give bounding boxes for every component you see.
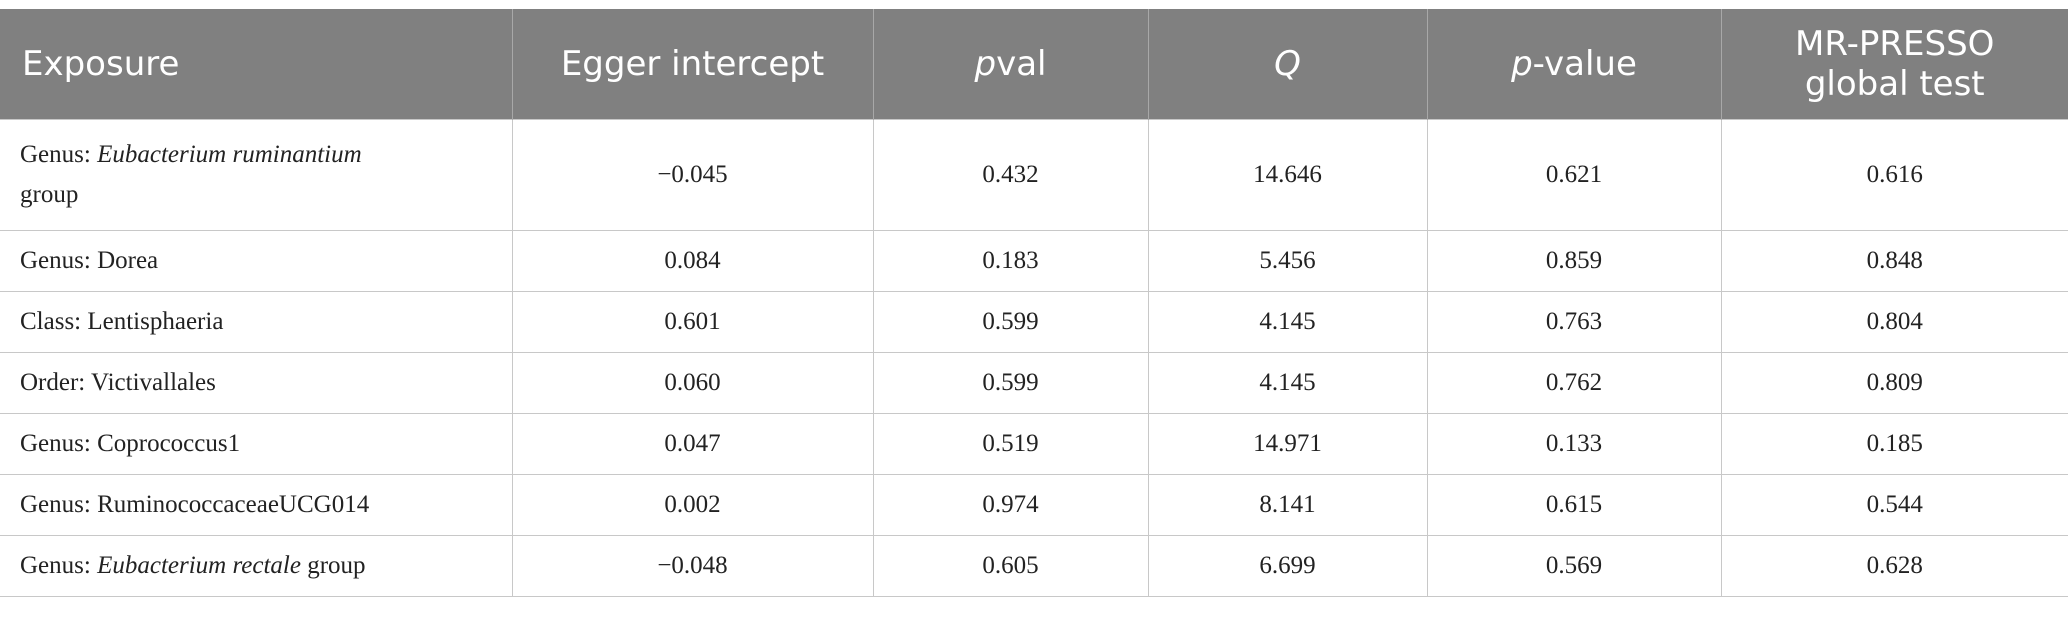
column-header: MR-PRESSO global test (1721, 9, 2068, 120)
text-run: p (974, 44, 997, 84)
text-run: p (1511, 44, 1533, 84)
value-cell: 0.185 (1720, 413, 2068, 475)
value-cell: 0.804 (1720, 291, 2068, 353)
text-run: Genus: (20, 552, 98, 579)
value-cell: 14.646 (1147, 119, 1428, 231)
table-row: Genus: Eubacterium rectale group −0.048 0.… (0, 535, 2068, 597)
text-run: Genus: (20, 141, 98, 168)
value-cell: 0.432 (872, 119, 1149, 231)
exposure-cell: Genus: RuminococcaceaeUCG014 (0, 474, 513, 536)
value-cell: 0.084 (511, 230, 874, 292)
value-cell: 0.183 (872, 230, 1149, 292)
value-cell: 0.519 (872, 413, 1149, 475)
table-row: Genus: Coprococcus1 0.047 0.519 14.971 0.133… (0, 413, 2068, 475)
value-cell: 0.762 (1426, 352, 1722, 414)
value-cell: 0.763 (1426, 291, 1722, 353)
value-cell: 0.601 (511, 291, 874, 353)
text-run: -value (1532, 44, 1637, 84)
text-run: Q (1274, 44, 1301, 84)
value-cell: 0.848 (1720, 230, 2068, 292)
exposure-cell: Genus: Dorea (0, 230, 513, 292)
exposure-cell: Genus: Eubacterium rectale group (0, 535, 513, 597)
text-run: Eubacterium rectale (97, 552, 301, 579)
value-cell: 0.628 (1720, 535, 2068, 597)
value-cell: 4.145 (1147, 291, 1428, 353)
value-cell: 0.047 (511, 413, 874, 475)
value-cell: 0.060 (511, 352, 874, 414)
value-cell: 0.621 (1426, 119, 1722, 231)
table-row: Genus: Dorea 0.084 0.183 5.456 0.859 0.848 (0, 230, 2068, 292)
value-cell: 14.971 (1147, 413, 1428, 475)
text-run: group (20, 181, 79, 208)
text-run: group (300, 552, 366, 579)
value-cell: 8.141 (1147, 474, 1428, 536)
value-cell: 6.699 (1147, 535, 1428, 597)
table-row: Class: Lentisphaeria 0.601 0.599 4.145 0.763… (0, 291, 2068, 353)
table-row: Order: Victivallales 0.060 0.599 4.145 0.762… (0, 352, 2068, 414)
table-body: Genus: Eubacterium ruminantium group −0.0… (0, 119, 2068, 597)
exposure-cell: Order: Victivallales (0, 352, 513, 414)
value-cell: 0.615 (1426, 474, 1722, 536)
value-cell: 0.599 (872, 352, 1149, 414)
column-header: p-value (1427, 9, 1722, 120)
exposure-cell: Genus: Eubacterium ruminantium group (0, 119, 513, 231)
value-cell: 0.616 (1720, 119, 2068, 231)
value-cell: 0.002 (511, 474, 874, 536)
value-cell: −0.045 (511, 119, 874, 231)
value-cell: 0.859 (1426, 230, 1722, 292)
column-header: Q (1148, 9, 1428, 120)
exposure-cell: Class: Lentisphaeria (0, 291, 513, 353)
value-cell: 0.605 (872, 535, 1149, 597)
value-cell: 0.133 (1426, 413, 1722, 475)
value-cell: 0.569 (1426, 535, 1722, 597)
table-row: Genus: RuminococcaceaeUCG014 0.002 0.974 8.… (0, 474, 2068, 536)
column-header: Egger intercept (512, 9, 874, 120)
value-cell: 4.145 (1147, 352, 1428, 414)
text-run: val (996, 44, 1047, 84)
value-cell: 0.544 (1720, 474, 2068, 536)
value-cell: 0.599 (872, 291, 1149, 353)
column-header: pval (873, 9, 1149, 120)
value-cell: 0.974 (872, 474, 1149, 536)
table-row: Genus: Eubacterium ruminantium group −0.0… (0, 119, 2068, 231)
exposure-cell: Genus: Coprococcus1 (0, 413, 513, 475)
column-header: Exposure (0, 9, 513, 120)
value-cell: 0.809 (1720, 352, 2068, 414)
value-cell: −0.048 (511, 535, 874, 597)
value-cell: 5.456 (1147, 230, 1428, 292)
text-run: Eubacterium ruminantium (97, 141, 362, 168)
